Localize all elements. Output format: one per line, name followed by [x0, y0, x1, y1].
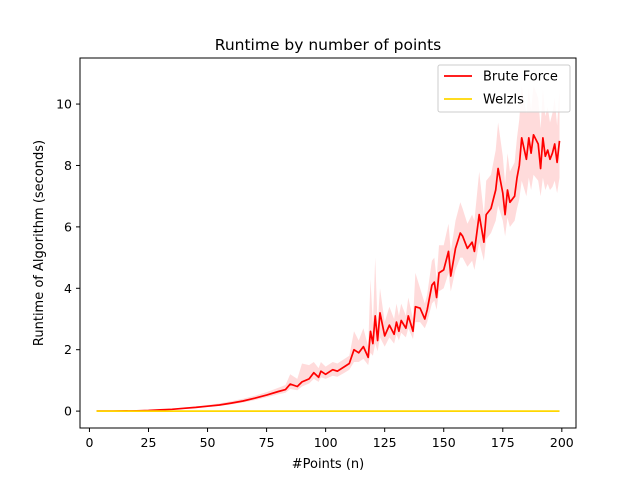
- legend-label-brute-force: Brute Force: [483, 70, 558, 85]
- y-axis: 0 2 4 6 8 10: [56, 97, 80, 419]
- y-tick-label: 6: [64, 219, 72, 234]
- line-layer: [96, 133, 561, 412]
- plot-frame: [79, 57, 577, 429]
- x-tick-label: 75: [259, 435, 275, 450]
- x-tick-label: 150: [432, 435, 456, 450]
- x-tick-label: 200: [550, 435, 574, 450]
- x-tick-label: 125: [373, 435, 397, 450]
- x-tick-label: 100: [314, 435, 338, 450]
- y-tick-label: 8: [64, 158, 72, 173]
- x-tick-label: 50: [200, 435, 216, 450]
- y-tick-label: 4: [64, 281, 72, 296]
- y-tick-label: 10: [56, 97, 72, 112]
- brute-force-line: [96, 133, 561, 412]
- y-tick-label: 2: [64, 342, 72, 357]
- plot-area: [79, 57, 577, 429]
- x-axis: 0 25 50 75 100 125 150 175 200: [85, 428, 574, 450]
- y-tick-label: 0: [64, 404, 72, 419]
- x-tick-label: 0: [85, 435, 93, 450]
- y-axis-label: Runtime of Algorithm (seconds): [32, 140, 47, 346]
- legend-label-welzls: Welzls: [483, 93, 524, 108]
- chart-title: Runtime by number of points: [215, 36, 442, 54]
- x-tick-label: 25: [141, 435, 157, 450]
- x-axis-label: #Points (n): [292, 457, 364, 472]
- legend: Brute Force Welzls: [437, 64, 571, 113]
- x-tick-label: 175: [491, 435, 515, 450]
